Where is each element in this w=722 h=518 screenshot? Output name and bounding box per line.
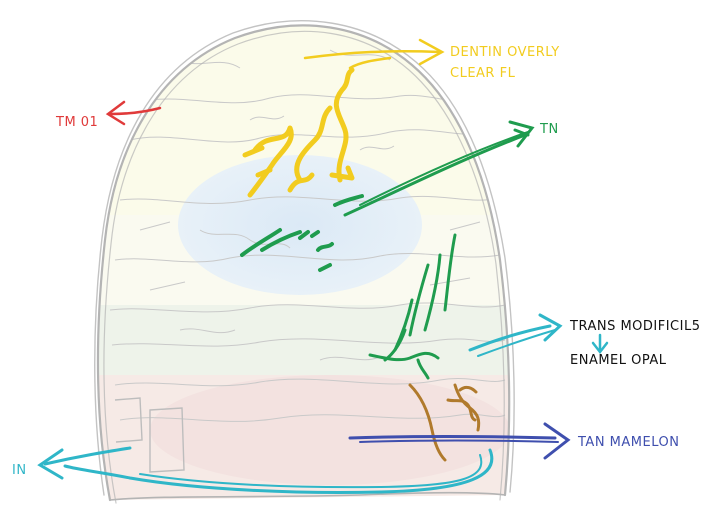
tn-label: TN [539,122,559,137]
dentin-mamelons [242,67,355,198]
trans-label: TRANS MODIFICIL5 [569,319,700,334]
cervical-box [114,397,185,473]
mamelon-lobes [408,383,481,462]
in-label: IN [12,463,27,478]
cervical-tint [150,375,510,485]
trans-arrow [468,313,563,357]
tm01-label: TM 01 [55,115,98,130]
tm01-arrow [105,100,162,126]
enamel-label: ENAMEL OPAL [570,353,667,368]
translucent-zone [178,155,422,295]
tan-mamelon-arrow [348,422,571,460]
in-arrow [37,446,494,494]
tn-arrow [343,120,535,217]
dentin-label-line1: DENTIN OVERLY [450,45,560,60]
dentin-label-line2: CLEAR FL [450,66,516,81]
enamel-strokes [368,233,457,380]
translucent-marks [240,194,364,272]
tan-mamelon-label: TAN MAMELON [577,435,679,450]
body-zone [98,305,510,385]
trans-to-enamel-arrow [591,333,609,355]
tooth-outline [94,20,515,504]
dentin-arrow [303,38,445,70]
